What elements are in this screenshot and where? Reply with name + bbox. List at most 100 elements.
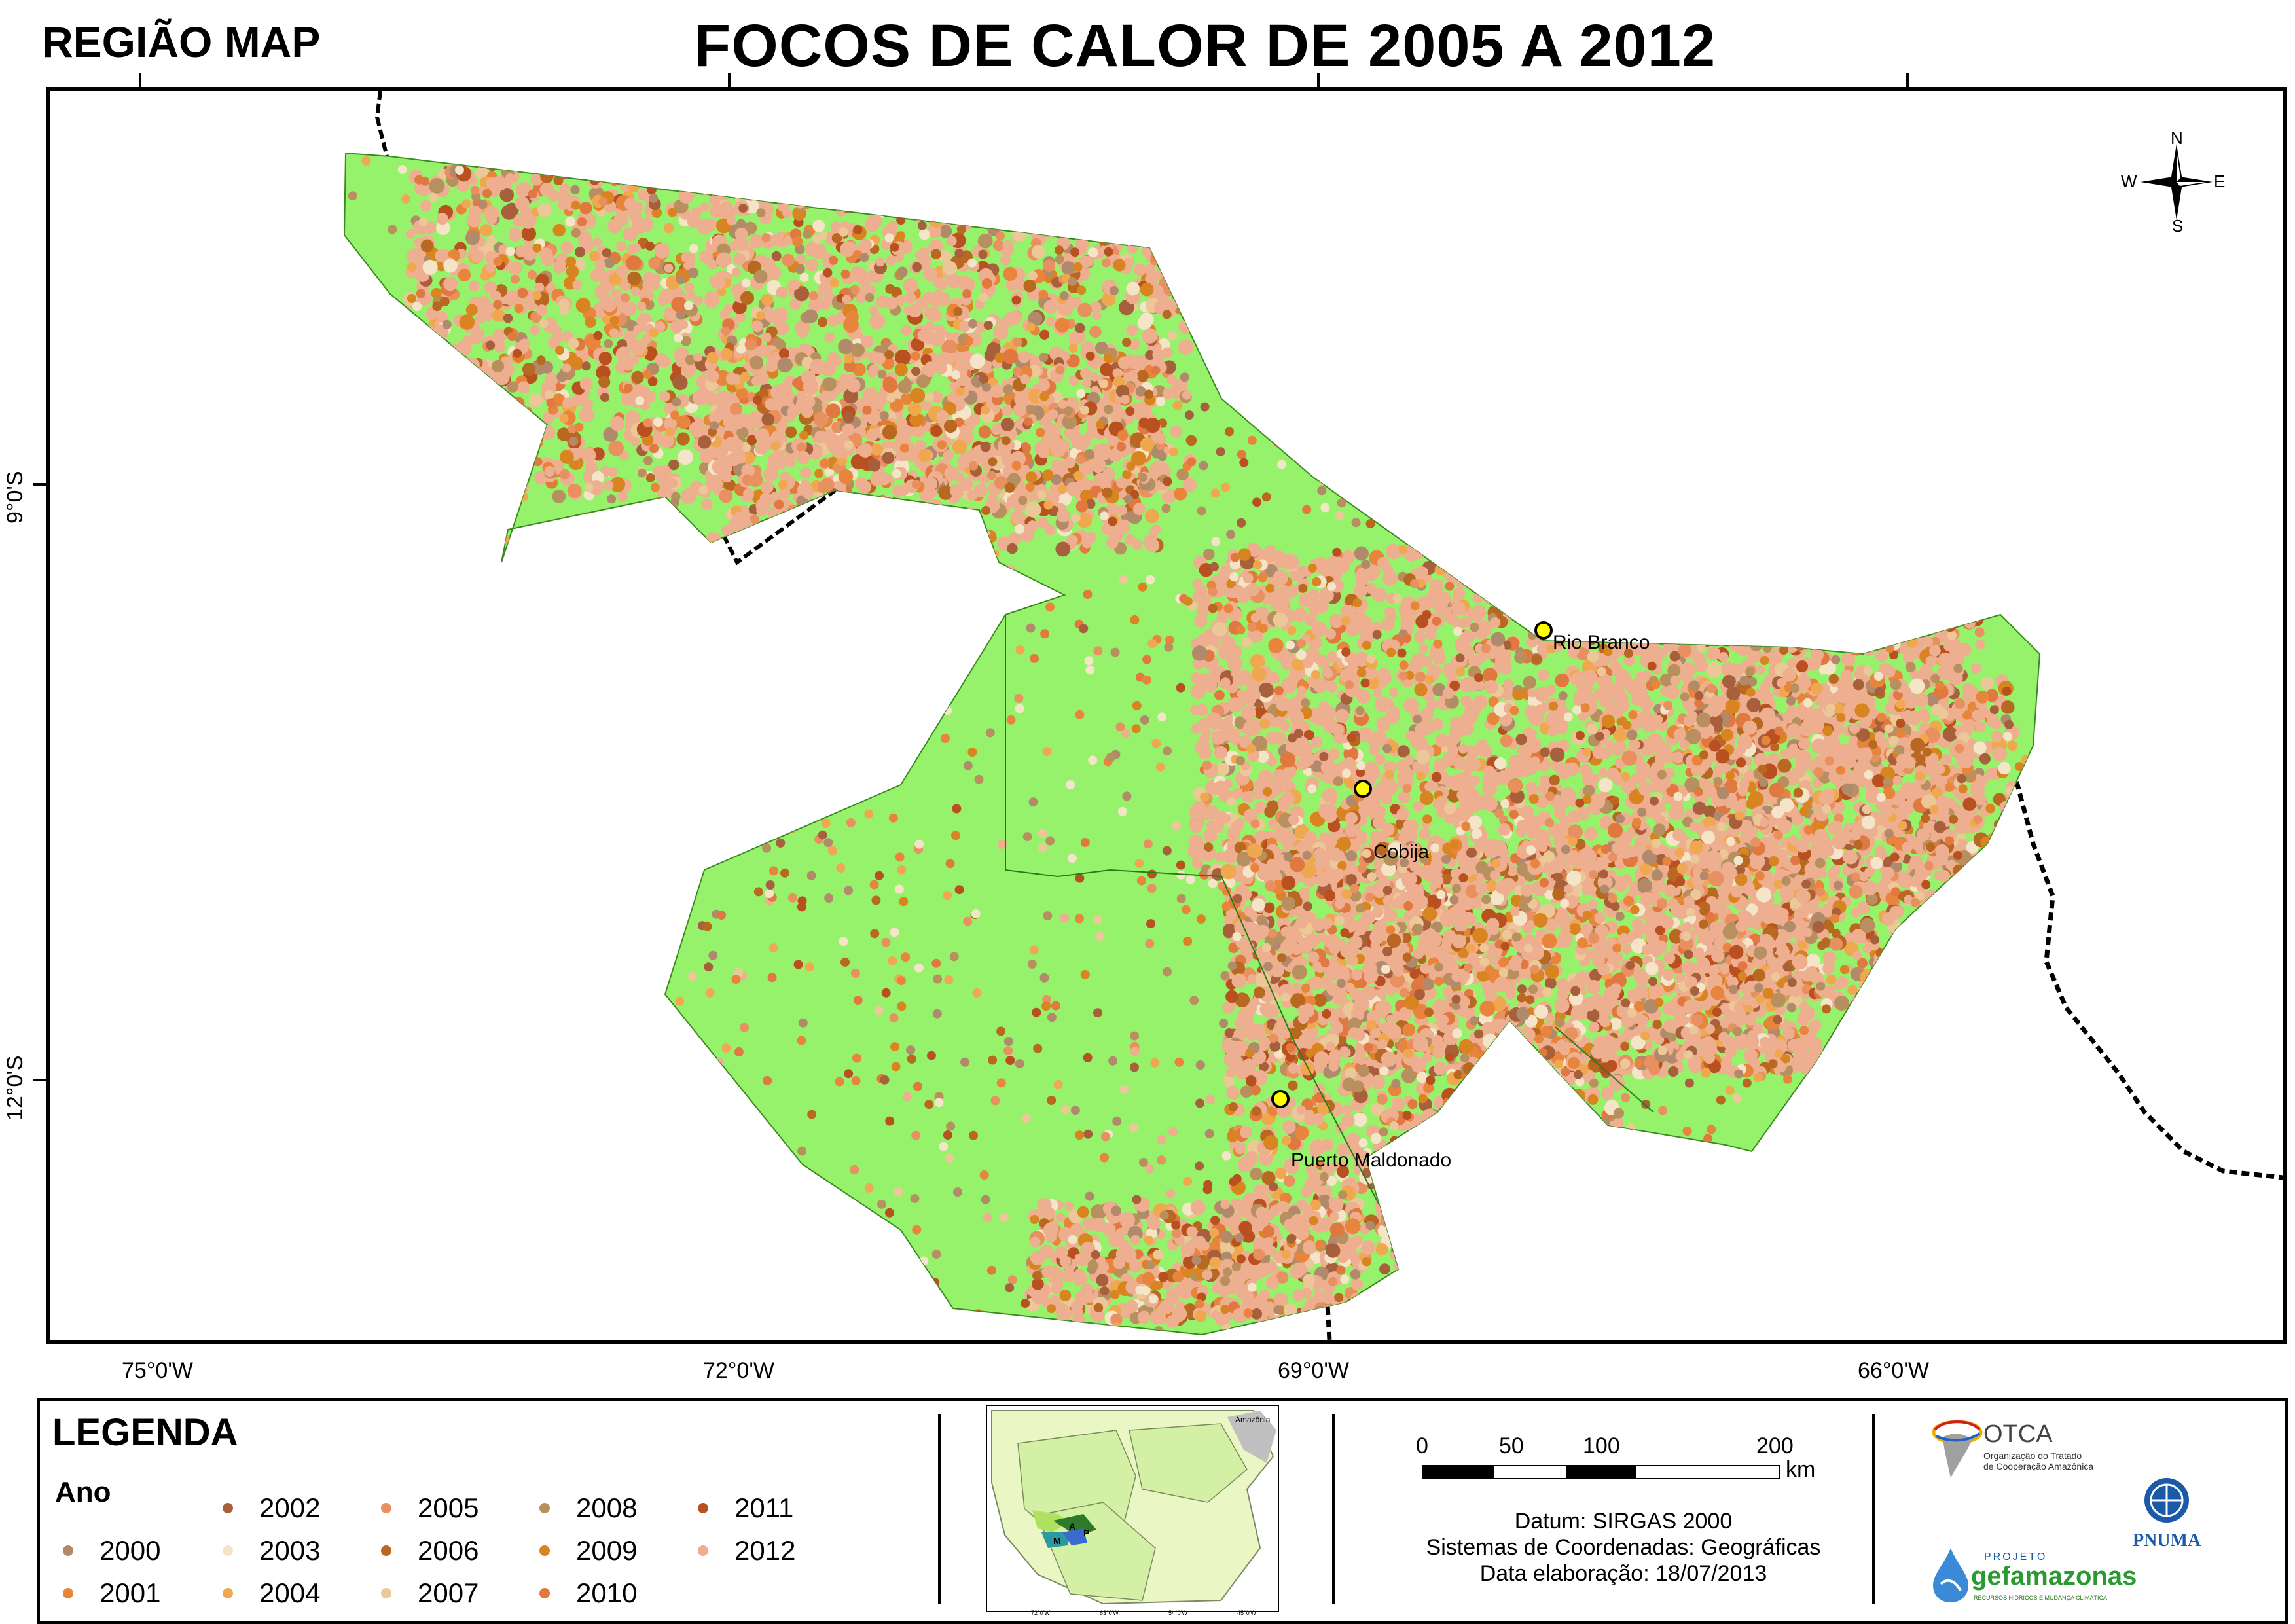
legend-item-2004: 2004 xyxy=(223,1578,320,1609)
city-marker-0 xyxy=(1534,621,1553,640)
inset-letter-m: M xyxy=(1053,1536,1061,1546)
divider xyxy=(1872,1414,1875,1604)
border-line-east xyxy=(2004,745,2283,1180)
legend-item-2002: 2002 xyxy=(223,1492,320,1524)
compass-n: N xyxy=(2171,128,2183,148)
inset-lon-tick: 54°0'W xyxy=(1168,1610,1187,1616)
legend-item-2009: 2009 xyxy=(539,1535,637,1566)
inset-lon-tick: 63°0'W xyxy=(1100,1610,1119,1616)
legend-swatch xyxy=(223,1588,233,1598)
legend-panel xyxy=(37,1398,2288,1624)
legend-item-2003: 2003 xyxy=(223,1535,320,1566)
legend-item-2011: 2011 xyxy=(698,1492,793,1524)
pnuma-logo: PNUMA xyxy=(2127,1473,2206,1558)
compass-icon xyxy=(2141,144,2213,220)
inset-letter-a: A xyxy=(1069,1521,1075,1532)
legend-label: 2008 xyxy=(576,1492,638,1523)
legend-label: 2012 xyxy=(734,1535,796,1566)
otca-icon xyxy=(1932,1420,1983,1478)
legend-item-2006: 2006 xyxy=(381,1535,479,1566)
inset-region-label: Amazônia xyxy=(1235,1415,1271,1424)
lon-tick-top xyxy=(1317,73,1320,88)
inset-letter-p: P xyxy=(1083,1528,1089,1538)
legend-swatch xyxy=(698,1545,708,1556)
scale-tick-label: 100 xyxy=(1583,1434,1620,1458)
gef-projeto: PROJETO xyxy=(1984,1551,2048,1562)
lon-tick-top xyxy=(728,73,731,88)
legend-label: 2006 xyxy=(418,1535,479,1566)
gef-logo: PROJETO gefamazonas RECURSOS HÍDRICOS E … xyxy=(1928,1545,2150,1610)
lon-label: 75°0'W xyxy=(122,1358,193,1383)
lon-label: 69°0'W xyxy=(1278,1358,1349,1383)
legend-label: 2007 xyxy=(418,1578,479,1608)
lat-label: 9°0'S xyxy=(3,471,27,524)
compass-rose: N S W E xyxy=(2121,128,2232,236)
pnuma-name: PNUMA xyxy=(2133,1530,2201,1551)
otca-name: OTCA xyxy=(1983,1420,2053,1448)
legend-item-2007: 2007 xyxy=(381,1578,479,1609)
map-canvas[interactable] xyxy=(50,91,2283,1340)
land-region xyxy=(343,152,2041,1336)
legend-label: 2004 xyxy=(259,1578,321,1608)
legend-swatch xyxy=(539,1588,550,1598)
city-label-rio-branco: Rio Branco xyxy=(1553,632,1650,653)
gef-subtitle: RECURSOS HÍDRICOS E MUDANÇA CLIMÁTICA xyxy=(1974,1595,2108,1601)
inset-lon-tick: 45°0'W xyxy=(1237,1610,1256,1616)
internal-border xyxy=(1005,615,1379,1204)
scale-bar xyxy=(1422,1465,1780,1479)
legend-item-2005: 2005 xyxy=(381,1492,479,1524)
border-line-south xyxy=(1324,1282,1332,1340)
lat-tick-left xyxy=(33,1079,47,1081)
city-marker-1 xyxy=(1354,780,1372,798)
legend-label: 2003 xyxy=(259,1535,321,1566)
city-label-cobija: Cobija xyxy=(1373,841,1430,863)
city-label-puerto-maldonado: Puerto Maldonado xyxy=(1291,1149,1452,1171)
legend-swatch xyxy=(223,1545,233,1556)
scale-unit: km xyxy=(1786,1457,1816,1482)
region-label: REGIÃO MAP xyxy=(42,18,321,66)
divider xyxy=(1332,1414,1335,1604)
date-text: Data elaboração: 18/07/2013 xyxy=(1479,1561,1767,1586)
lat-tick-left xyxy=(33,483,47,486)
compass-e: E xyxy=(2214,171,2226,191)
legend-label: 2000 xyxy=(99,1535,161,1566)
internal-border xyxy=(1555,1026,1654,1113)
un-emblem-icon xyxy=(2144,1478,2189,1523)
legend-label: 2011 xyxy=(734,1492,794,1523)
legend-subtitle: Ano xyxy=(55,1476,111,1508)
lon-tick-top xyxy=(1906,73,1909,88)
inset-map-canvas: A M P Amazônia 72°0'W 63°0'W 54°0'W 45°0… xyxy=(986,1405,1279,1616)
legend-label: 2001 xyxy=(99,1578,161,1608)
legend-swatch xyxy=(381,1503,391,1513)
legend-item-2000: 2000 xyxy=(63,1535,160,1566)
legend-label: 2009 xyxy=(576,1535,638,1566)
divider xyxy=(938,1414,941,1604)
legend-swatch xyxy=(539,1503,550,1513)
gef-name: gefamazonas xyxy=(1971,1562,2137,1591)
legend-swatch xyxy=(539,1545,550,1556)
legend-item-2001: 2001 xyxy=(63,1578,160,1609)
lon-label: 72°0'W xyxy=(703,1358,774,1383)
coords-text: Sistemas de Coordenadas: Geográficas xyxy=(1426,1535,1821,1560)
legend-item-2012: 2012 xyxy=(698,1535,795,1566)
inset-lon-tick: 72°0'W xyxy=(1031,1610,1050,1616)
otca-subtitle: de Cooperação Amazônica xyxy=(1983,1461,2094,1471)
inset-map[interactable]: A M P Amazônia 72°0'W 63°0'W 54°0'W 45°0… xyxy=(985,1404,1280,1617)
scale-tick-label: 0 xyxy=(1416,1434,1428,1458)
legend-label: 2005 xyxy=(418,1492,479,1523)
map-frame[interactable] xyxy=(46,87,2287,1344)
otca-subtitle: Organização do Tratado xyxy=(1983,1451,2082,1461)
city-markers xyxy=(1271,621,1553,1108)
legend-item-2010: 2010 xyxy=(539,1578,637,1609)
legend-swatch xyxy=(698,1503,708,1513)
legend-swatch xyxy=(381,1588,391,1598)
scale-tick-label: 50 xyxy=(1499,1434,1524,1458)
map-title: FOCOS DE CALOR DE 2005 A 2012 xyxy=(694,12,1716,79)
lat-label: 12°0'S xyxy=(3,1055,27,1121)
water-drop-icon xyxy=(1933,1548,1968,1602)
datum-text: Datum: SIRGAS 2000 xyxy=(1514,1509,1733,1534)
scale-tick-label: 200 xyxy=(1756,1434,1794,1458)
legend-label: 2002 xyxy=(259,1492,321,1523)
legend-label: 2010 xyxy=(576,1578,638,1608)
legend-swatch xyxy=(63,1588,73,1598)
